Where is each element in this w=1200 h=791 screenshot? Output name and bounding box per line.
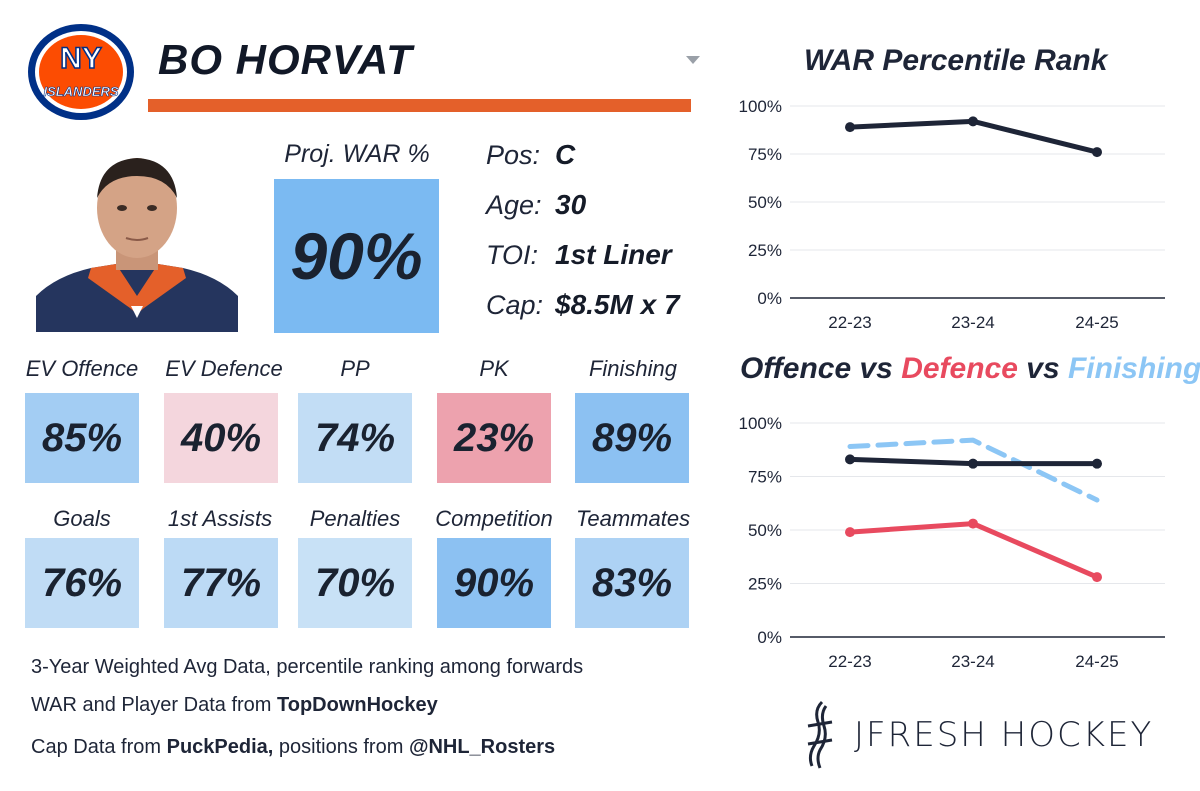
- stat-box-pp: 74%: [298, 393, 412, 483]
- x-tick-label: 24-25: [1075, 313, 1118, 332]
- x-tick-label: 24-25: [1075, 652, 1118, 671]
- cap-label: Cap:: [486, 290, 544, 320]
- stat-label-penalties: Penalties: [309, 506, 401, 531]
- stat-label-finishing: Finishing: [588, 356, 678, 381]
- chart2-title: Offence vs Defence vs Finishing: [740, 352, 1200, 386]
- jfresh-logo-icon: [807, 700, 833, 769]
- pos-label: Pos:: [486, 140, 541, 170]
- x-tick-label: 22-23: [828, 652, 871, 671]
- stat-box-finishing: 89%: [575, 393, 689, 483]
- chart2-title-vs2: vs: [1017, 352, 1068, 385]
- logo-text: NY: [60, 42, 102, 75]
- team-logo: NY ISLANDERS: [28, 24, 134, 120]
- title-underline: [148, 99, 691, 112]
- brand: JFRESH HOCKEY: [800, 700, 1153, 770]
- logo-subtext: ISLANDERS: [43, 84, 118, 99]
- stat-label-pk: PK: [479, 356, 509, 381]
- x-tick-label: 23-24: [951, 652, 994, 671]
- note-positions-source-name: @NHL_Rosters: [408, 736, 556, 758]
- proj-war-label: Proj. WAR %: [284, 140, 430, 168]
- note-cap-source-prefix: Cap Data from: [31, 736, 167, 758]
- stat-box-penalties: 70%: [298, 538, 412, 628]
- note-cap-source: Cap Data from PuckPedia, positions from …: [31, 736, 555, 759]
- stat-label-pp: PP: [340, 356, 370, 381]
- y-tick-label: 75%: [748, 468, 782, 487]
- stat-label-teammates: Teammates: [575, 506, 691, 531]
- chart2-title-offence: Offence: [740, 352, 852, 385]
- toi-value: 1st Liner: [555, 239, 672, 270]
- stat-label-competition: Competition: [435, 506, 553, 531]
- y-tick-label: 100%: [739, 414, 782, 433]
- series-line-defence: [847, 521, 1100, 580]
- y-tick-label: 50%: [748, 521, 782, 540]
- stat-box-pk: 23%: [437, 393, 551, 483]
- note-cap-source-name: PuckPedia,: [166, 736, 274, 758]
- y-tick-label: 25%: [748, 575, 782, 594]
- y-tick-label: 50%: [748, 193, 782, 212]
- data-point-war: [845, 122, 855, 133]
- chart1-title: WAR Percentile Rank: [804, 44, 1108, 77]
- stat-box-teammates: 83%: [575, 538, 689, 628]
- y-tick-label: 100%: [739, 97, 782, 116]
- stat-label-1st-assists: 1st Assists: [167, 506, 273, 531]
- data-point-defence: [968, 518, 978, 529]
- note-war-source-name: TopDownHockey: [277, 694, 438, 716]
- data-point-war: [968, 116, 978, 127]
- dropdown-arrow-icon[interactable]: [686, 56, 700, 64]
- chart2-title-vs1: vs: [851, 352, 902, 385]
- y-tick-label: 75%: [748, 145, 782, 164]
- stat-label-ev-defence: EV Defence: [165, 356, 283, 381]
- age-value: 30: [555, 189, 587, 220]
- data-point-defence: [1092, 572, 1102, 583]
- data-point-defence: [845, 527, 855, 538]
- stat-box-goals: 76%: [25, 538, 139, 628]
- stat-box-ev-defence: 40%: [164, 393, 278, 483]
- y-tick-label: 25%: [748, 241, 782, 260]
- war-percentile-chart: 0% 25% 50% 75% 100% 22-23 23-24 24-25: [739, 97, 1165, 332]
- offence-defence-finishing-chart: 0% 25% 50% 75% 100% 22-23 23-24 24-25: [739, 414, 1165, 671]
- data-point-offence: [845, 454, 855, 465]
- cap-value: $8.5M x 7: [555, 289, 680, 320]
- data-point-offence: [968, 458, 978, 469]
- stat-label-goals: Goals: [53, 506, 111, 531]
- stat-box-1st-assists: 77%: [164, 538, 278, 628]
- age-label: Age:: [486, 190, 542, 220]
- note-war-source: WAR and Player Data from TopDownHockey: [31, 694, 438, 717]
- toi-label: TOI:: [486, 240, 539, 270]
- note-cap-source-mid: positions from: [273, 736, 409, 758]
- stat-label-ev-offence: EV Offence: [25, 356, 139, 381]
- stat-box-competition: 90%: [437, 538, 551, 628]
- chart2-title-finishing: Finishing: [1067, 352, 1200, 385]
- x-tick-label: 23-24: [951, 313, 994, 332]
- player-name: BO HORVAT: [158, 36, 413, 83]
- x-tick-label: 22-23: [828, 313, 871, 332]
- pos-value: C: [555, 139, 576, 170]
- note-war-source-prefix: WAR and Player Data from: [31, 694, 278, 716]
- y-tick-label: 0%: [757, 289, 782, 308]
- stat-box-ev-offence: 85%: [25, 393, 139, 483]
- brand-text: JFRESH HOCKEY: [854, 715, 1154, 755]
- note-methodology: 3-Year Weighted Avg Data, percentile ran…: [31, 656, 584, 678]
- player-headshot: [36, 158, 238, 332]
- data-point-offence: [1092, 458, 1102, 469]
- y-tick-label: 0%: [757, 628, 782, 647]
- series-line-finishing: [847, 437, 1100, 503]
- data-point-war: [1092, 147, 1102, 158]
- proj-war-value: 90%: [274, 179, 439, 333]
- chart2-title-defence: Defence: [901, 352, 1018, 385]
